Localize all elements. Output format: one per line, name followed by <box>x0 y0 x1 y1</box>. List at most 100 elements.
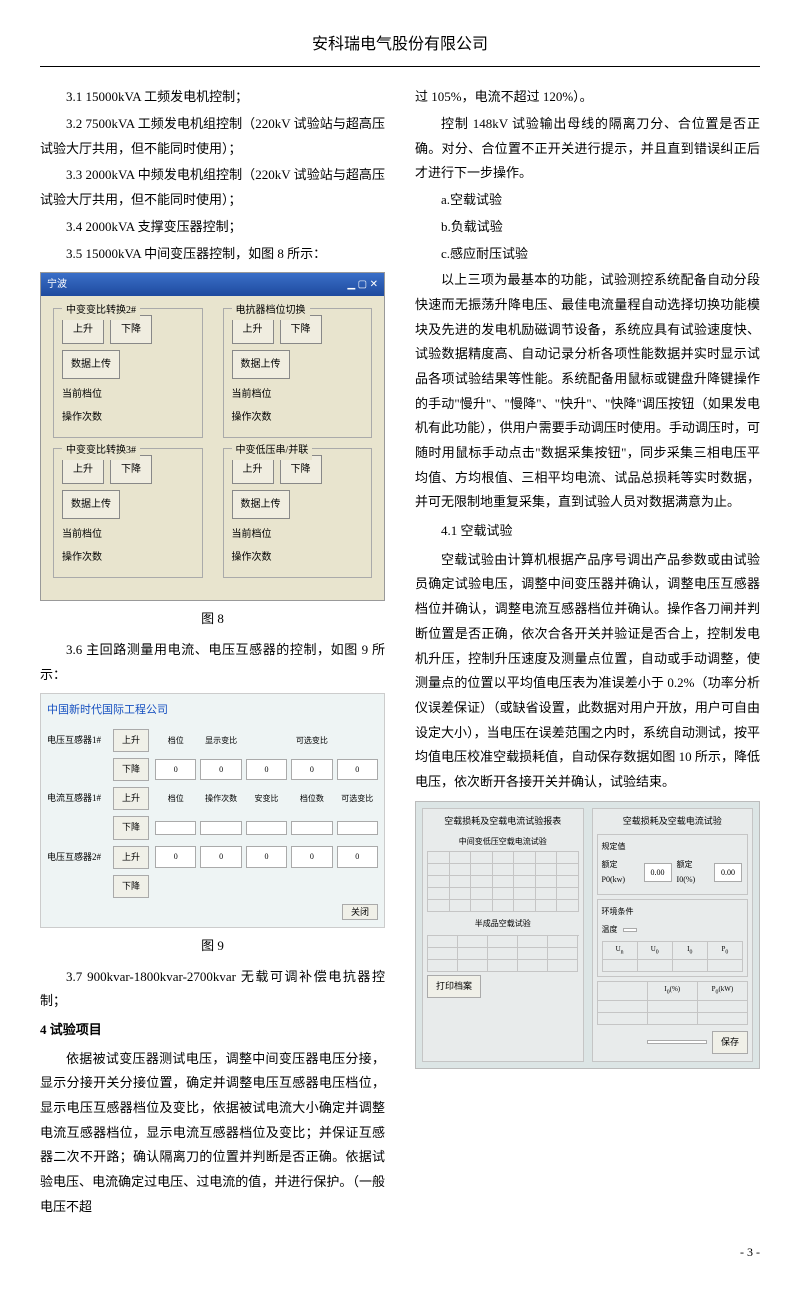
page-header: 安科瑞电气股份有限公司 <box>40 30 760 67</box>
section-4-1-title: 4.1 空载试验 <box>415 519 760 544</box>
figure-9-caption: 图 9 <box>40 934 385 959</box>
row-label: 电流互感器1# <box>47 790 107 807</box>
upload-button[interactable]: 数据上传 <box>62 490 120 519</box>
para-3-4: 3.4 2000kVA 支撑变压器控制； <box>40 215 385 240</box>
field-label <box>246 733 287 748</box>
figure-10-screenshot: 空载损耗及空载电流试验报表 中间变低压空载电流试验 半成品空载试验 打印档案 <box>415 801 760 1069</box>
field-label <box>337 733 378 748</box>
group-title: 电抗器档位切换 <box>232 301 310 320</box>
down-button[interactable]: 下降 <box>113 875 149 898</box>
panel-title: 空载损耗及空载电流试验报表 <box>427 813 579 830</box>
env-label: 环境条件 <box>602 904 744 919</box>
value-field: 0 <box>246 759 287 780</box>
subtitle: 中间变低压空载电流试验 <box>427 834 579 849</box>
para-cont: 过 105%，电流不超过 120%）。 <box>415 85 760 110</box>
down-button[interactable]: 下降 <box>113 758 149 781</box>
value-field <box>155 821 196 835</box>
figure-8-caption: 图 8 <box>40 607 385 632</box>
save-button[interactable]: 保存 <box>712 1031 748 1054</box>
position-label: 当前档位 <box>62 385 194 404</box>
left-column: 3.1 15000kVA 工频发电机控制； 3.2 7500kVA 工频发电机组… <box>40 85 385 1221</box>
up-button[interactable]: 上升 <box>113 846 149 869</box>
subtitle-2: 半成品空载试验 <box>427 916 579 931</box>
group-box-4: 中变低压串/并联 上升 下降 数据上传 当前档位 操作次数 <box>223 448 373 578</box>
data-grid <box>427 851 579 912</box>
value-field: 0 <box>200 846 241 867</box>
value-field: 0 <box>337 759 378 780</box>
report-panel-right: 空载损耗及空载电流试验 规定值 额定P0(kw) 0.00 额定I0(%) 0.… <box>592 808 754 1062</box>
para-3-5: 3.5 15000kVA 中间变压器控制，如图 8 所示： <box>40 242 385 267</box>
group-title: 中变变比转换3# <box>62 441 140 460</box>
p0-value: 0.00 <box>644 863 672 882</box>
field-label: 可选变比 <box>291 733 332 748</box>
window-titlebar: 宁波 ▁ ▢ ✕ <box>41 273 384 296</box>
two-column-layout: 3.1 15000kVA 工频发电机控制； 3.2 7500kVA 工频发电机组… <box>40 85 760 1221</box>
position-label: 当前档位 <box>232 525 364 544</box>
value-field <box>200 821 241 835</box>
value-field <box>246 821 287 835</box>
item-b: b.负载试验 <box>415 215 760 240</box>
field-label: 安变比 <box>246 791 287 806</box>
value-field: 0 <box>337 846 378 867</box>
group-box-1: 中变变比转换2# 上升 下降 数据上传 当前档位 操作次数 <box>53 308 203 438</box>
field-label: 可选变比 <box>337 791 378 806</box>
item-a: a.空载试验 <box>415 188 760 213</box>
report-panel-left: 空载损耗及空载电流试验报表 中间变低压空载电流试验 半成品空载试验 打印档案 <box>422 808 584 1062</box>
group-title: 中变变比转换2# <box>62 301 140 320</box>
group-box-3: 中变变比转换3# 上升 下降 数据上传 当前档位 操作次数 <box>53 448 203 578</box>
value-field: 0 <box>155 759 196 780</box>
para-functions: 以上三项为最基本的功能，试验测控系统配备自动分段快速而无振荡升降电压、最佳电流量… <box>415 268 760 515</box>
field-label: 档位 <box>155 733 196 748</box>
right-column: 过 105%，电流不超过 120%）。 控制 148kV 试验输出母线的隔离刀分… <box>415 85 760 1221</box>
temp-value <box>623 928 637 932</box>
company-header: 中国新时代国际工程公司 <box>47 700 378 721</box>
up-button[interactable]: 上升 <box>113 787 149 810</box>
count-label: 操作次数 <box>62 408 194 427</box>
i0-label: 额定I0(%) <box>677 857 709 887</box>
panel-title: 空载损耗及空载电流试验 <box>597 813 749 830</box>
value-field: 0 <box>291 846 332 867</box>
field-label: 显示变比 <box>200 733 241 748</box>
para-control: 控制 148kV 试验输出母线的隔离刀分、合位置是否正确。对分、合位置不正开关进… <box>415 112 760 186</box>
input-field[interactable] <box>647 1040 707 1044</box>
close-button[interactable]: 关闭 <box>342 904 378 920</box>
value-field: 0 <box>155 846 196 867</box>
count-label: 操作次数 <box>62 548 194 567</box>
window-title: 宁波 <box>47 275 67 294</box>
figure-8-screenshot: 宁波 ▁ ▢ ✕ 中变变比转换2# 上升 下降 数据上传 当前档位 操作次数 <box>40 272 385 601</box>
data-grid-2 <box>427 935 579 972</box>
value-field <box>291 821 332 835</box>
position-label: 当前档位 <box>232 385 364 404</box>
figure-9-screenshot: 中国新时代国际工程公司 电压互感器1# 上升 档位 显示变比 可选变比 下降 0… <box>40 693 385 928</box>
up-button[interactable]: 上升 <box>113 729 149 752</box>
down-button[interactable]: 下降 <box>113 816 149 839</box>
i0-value: 0.00 <box>714 863 742 882</box>
count-label: 操作次数 <box>232 408 364 427</box>
count-label: 操作次数 <box>232 548 364 567</box>
position-label: 当前档位 <box>62 525 194 544</box>
field-label: 操作次数 <box>200 791 241 806</box>
group-box-2: 电抗器档位切换 上升 下降 数据上传 当前档位 操作次数 <box>223 308 373 438</box>
value-field: 0 <box>200 759 241 780</box>
para-3-1: 3.1 15000kVA 工频发电机控制； <box>40 85 385 110</box>
value-field: 0 <box>246 846 287 867</box>
temp-label: 温度 <box>602 922 618 937</box>
row-label: 电压互感器1# <box>47 732 107 749</box>
upload-button[interactable]: 数据上传 <box>62 350 120 379</box>
upload-button[interactable]: 数据上传 <box>232 350 290 379</box>
field-label: 档位数 <box>291 791 332 806</box>
field-label: 档位 <box>155 791 196 806</box>
upload-button[interactable]: 数据上传 <box>232 490 290 519</box>
print-button[interactable]: 打印档案 <box>427 975 481 998</box>
p0-label: 额定P0(kw) <box>602 857 639 887</box>
para-3-3: 3.3 2000kVA 中频发电机组控制（220kV 试验站与超高压试验大厅共用… <box>40 163 385 212</box>
section-4-1-body: 空载试验由计算机根据产品序号调出产品参数或由试验员确定试验电压，调整中间变压器并… <box>415 548 760 795</box>
section-4-title: 4 试验项目 <box>40 1018 385 1043</box>
row-label: 电压互感器2# <box>47 849 107 866</box>
std-label: 规定值 <box>602 839 744 854</box>
page-number: - 3 - <box>40 1241 760 1264</box>
section-4-body: 依据被试变压器测试电压，调整中间变压器电压分接，显示分接开关分接位置，确定并调整… <box>40 1047 385 1220</box>
item-c: c.感应耐压试验 <box>415 242 760 267</box>
para-3-7: 3.7 900kvar-1800kvar-2700kvar 无载可调补偿电抗器控… <box>40 965 385 1014</box>
value-field <box>337 821 378 835</box>
